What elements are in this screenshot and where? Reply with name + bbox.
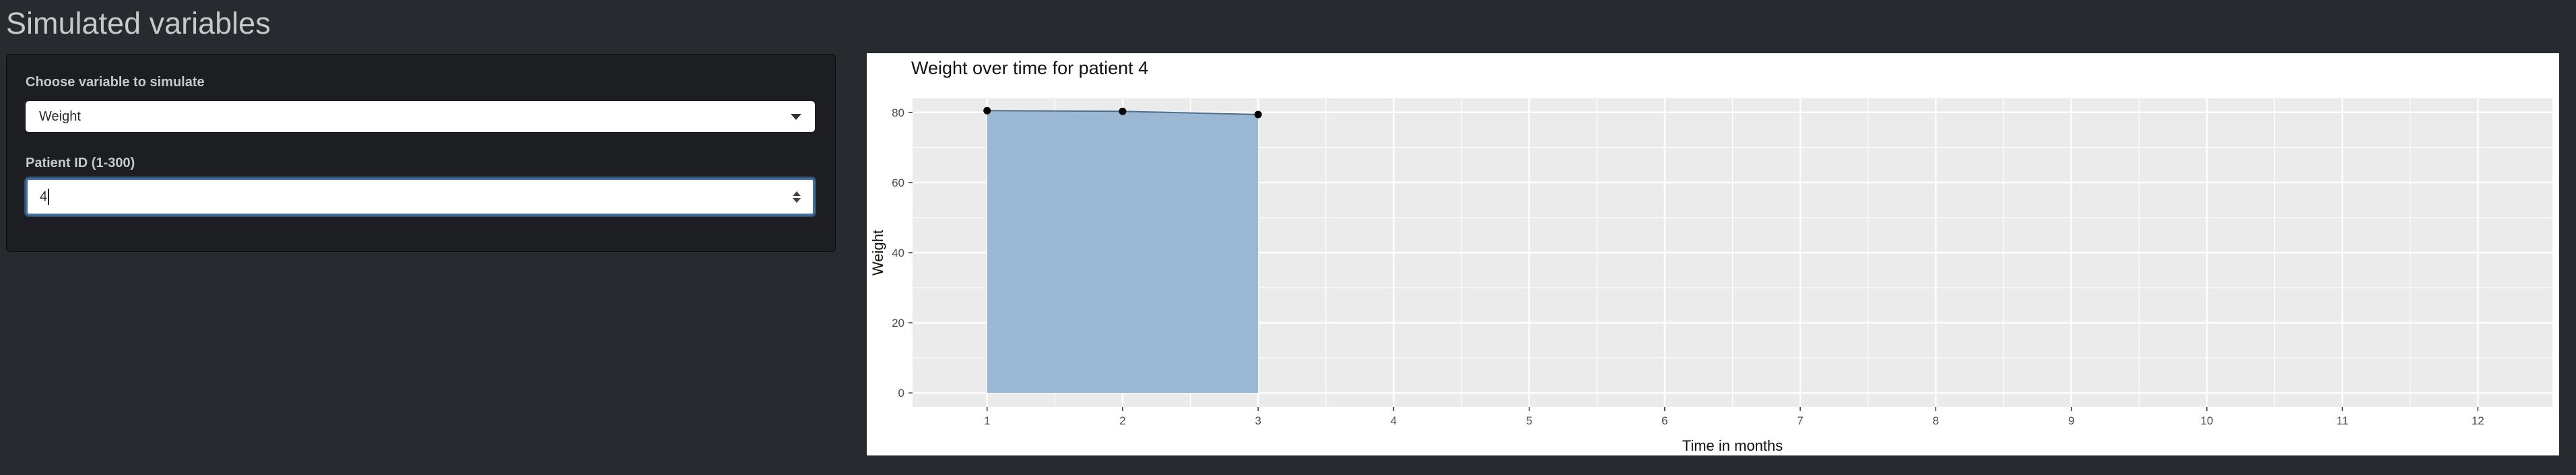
number-spinner[interactable] — [793, 191, 801, 203]
plot-panel: 0 20 40 60 80 1 2 3 4 5 6 7 8 9 10 11 12 Time in months We… — [867, 53, 2559, 455]
series-area — [987, 110, 1259, 393]
data-point — [1119, 107, 1127, 115]
text-cursor — [48, 189, 50, 205]
y-tick-label: 60 — [892, 177, 904, 189]
x-tick-label: 9 — [2068, 414, 2074, 427]
variable-select-value: Weight — [39, 108, 81, 124]
patient-id-value: 4 — [40, 189, 48, 204]
y-tick-label: 40 — [892, 247, 904, 259]
variable-select[interactable]: Weight — [26, 101, 815, 132]
x-tick-label: 5 — [1526, 414, 1532, 427]
sidebar-panel: Choose variable to simulate Weight Patie… — [6, 54, 836, 252]
patient-id-input[interactable]: 4 — [26, 178, 815, 216]
x-tick-label: 3 — [1255, 414, 1261, 427]
x-tick-label: 10 — [2200, 414, 2213, 427]
x-tick-label: 6 — [1661, 414, 1667, 427]
x-tick-label: 11 — [2336, 414, 2348, 427]
x-axis-title: Time in months — [1682, 437, 1783, 454]
data-point — [983, 106, 991, 115]
x-tick-label: 12 — [2472, 414, 2484, 427]
y-axis-title: Weight — [869, 230, 886, 276]
spinner-up-icon[interactable] — [793, 191, 801, 196]
x-tick-label: 1 — [984, 414, 990, 427]
page-title: Simulated variables — [6, 6, 271, 40]
y-tick-label: 80 — [892, 106, 904, 119]
x-tick-label: 4 — [1391, 414, 1397, 427]
variable-select-label: Choose variable to simulate — [26, 75, 205, 90]
spinner-down-icon[interactable] — [793, 197, 801, 203]
patient-id-label: Patient ID (1-300) — [26, 156, 135, 170]
x-tick-label: 8 — [1933, 414, 1939, 427]
x-tick-label: 7 — [1797, 414, 1803, 427]
y-tick-label: 0 — [898, 387, 904, 400]
data-point — [1254, 110, 1262, 119]
x-tick-label: 2 — [1119, 414, 1125, 427]
y-tick-label: 20 — [892, 317, 904, 329]
chart-title: Weight over time for patient 4 — [911, 58, 1148, 78]
chevron-down-icon — [791, 113, 801, 120]
